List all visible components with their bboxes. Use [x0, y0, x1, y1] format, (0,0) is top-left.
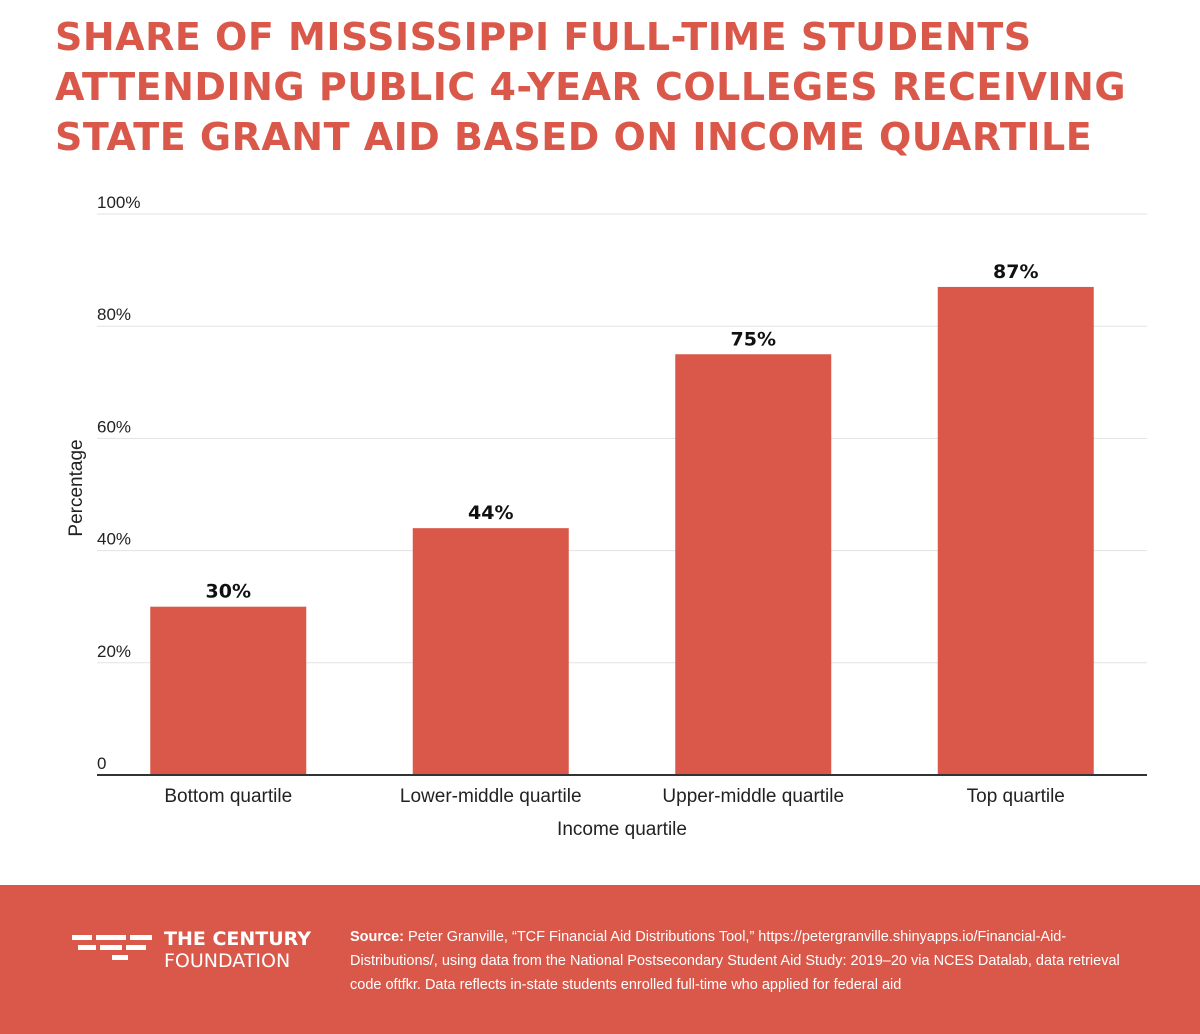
data-label: 75% — [731, 328, 776, 350]
x-axis-label: Income quartile — [557, 819, 687, 840]
y-tick-label: 60% — [97, 417, 131, 436]
source-note: Source: Peter Granville, “TCF Financial … — [350, 925, 1140, 997]
x-tick-label: Upper-middle quartile — [662, 786, 844, 807]
bar — [675, 354, 832, 775]
y-tick-label: 40% — [97, 530, 131, 549]
data-label: 44% — [468, 502, 513, 524]
y-tick-label: 0 — [97, 754, 106, 773]
logo-stripes-icon — [72, 931, 152, 971]
x-tick-label: Bottom quartile — [164, 786, 292, 807]
bar — [412, 528, 569, 775]
data-labels: 30% 44% 75% 87% — [206, 261, 1039, 603]
bar — [150, 606, 307, 775]
x-tick-label: Top quartile — [967, 786, 1065, 807]
data-label: 87% — [993, 261, 1038, 283]
bars — [150, 286, 1094, 775]
title-line: SHARE OF MISSISSIPPI FULL-TIME STUDENTS — [55, 15, 1032, 59]
y-tick-label: 20% — [97, 642, 131, 661]
x-tick-label: Lower-middle quartile — [400, 786, 582, 807]
y-tick-label: 80% — [97, 305, 131, 324]
source-text: Peter Granville, “TCF Financial Aid Dist… — [350, 929, 1120, 993]
y-axis-label: Percentage — [66, 439, 87, 536]
title-line: ATTENDING PUBLIC 4-YEAR COLLEGES RECEIVI… — [55, 65, 1127, 109]
x-axis-ticks: Bottom quartile Lower-middle quartile Uppe… — [164, 786, 1065, 807]
bar — [937, 286, 1094, 775]
y-axis-ticks: 0 20% 40% 60% 80% 100% — [97, 193, 140, 773]
y-tick-label: 100% — [97, 193, 140, 212]
brand-name-line1: THE CENTURY — [164, 928, 312, 950]
century-foundation-logo: THE CENTURY FOUNDATION — [72, 928, 322, 978]
brand-name-line2: FOUNDATION — [164, 950, 291, 972]
chart-title: SHARE OF MISSISSIPPI FULL-TIME STUDENTS … — [55, 12, 1175, 162]
title-line: STATE GRANT AID BASED ON INCOME QUARTILE — [55, 115, 1093, 159]
footer: THE CENTURY FOUNDATION Source: Peter Gra… — [0, 885, 1200, 1034]
bar-chart: 0 20% 40% 60% 80% 100% 30% 44% 75% 87% Bottom qu… — [66, 193, 1147, 840]
data-label: 30% — [206, 581, 251, 603]
source-label: Source: — [350, 929, 404, 945]
